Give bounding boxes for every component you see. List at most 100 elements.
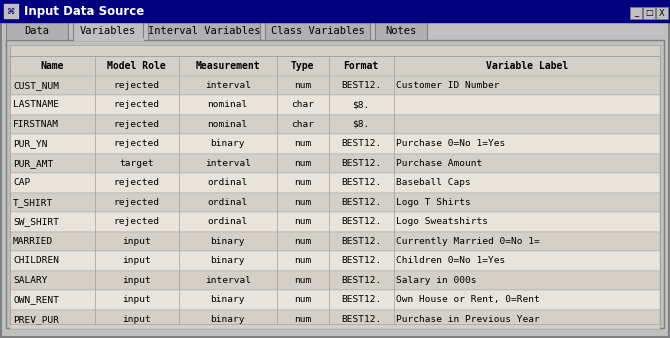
Text: Customer ID Number: Customer ID Number [397, 81, 500, 90]
Text: $8.: $8. [352, 120, 370, 129]
Bar [6, 22, 68, 40]
Text: binary: binary [210, 139, 245, 148]
Text: nominal: nominal [208, 120, 248, 129]
Text: BEST12.: BEST12. [341, 237, 381, 246]
Text: Notes: Notes [385, 26, 417, 36]
Text: □: □ [645, 8, 653, 18]
Text: interval: interval [205, 159, 251, 168]
Text: ordinal: ordinal [208, 198, 248, 207]
Bar [74, 38, 143, 40]
Text: input: input [123, 237, 151, 246]
Bar [4, 4, 18, 18]
Text: PUR_YN: PUR_YN [13, 139, 48, 148]
Text: Type: Type [291, 61, 314, 71]
Text: binary: binary [210, 295, 245, 304]
Text: interval: interval [205, 81, 251, 90]
Bar [375, 22, 427, 40]
Text: rejected: rejected [114, 120, 159, 129]
Bar [10, 270, 660, 290]
Text: input: input [123, 295, 151, 304]
Text: Salary in 000s: Salary in 000s [397, 276, 477, 285]
Text: Data: Data [25, 26, 50, 36]
Text: rejected: rejected [114, 81, 159, 90]
Text: _: _ [634, 8, 638, 18]
Bar [10, 310, 660, 329]
Text: Model Role: Model Role [107, 61, 166, 71]
Text: Purchase in Previous Year: Purchase in Previous Year [397, 315, 540, 324]
Text: num: num [294, 217, 311, 226]
Text: BEST12.: BEST12. [341, 217, 381, 226]
Bar [10, 75, 660, 95]
Text: BEST12.: BEST12. [341, 159, 381, 168]
Text: BEST12.: BEST12. [341, 178, 381, 187]
Text: BEST12.: BEST12. [341, 276, 381, 285]
Text: CAP: CAP [13, 178, 30, 187]
Bar [10, 232, 660, 251]
Bar [10, 95, 660, 115]
Text: char: char [291, 120, 314, 129]
Text: rejected: rejected [114, 178, 159, 187]
Text: Measurement: Measurement [196, 61, 260, 71]
Bar [6, 40, 664, 328]
Bar [73, 22, 143, 40]
Text: BEST12.: BEST12. [341, 256, 381, 265]
Bar [265, 22, 370, 40]
Text: BEST12.: BEST12. [341, 315, 381, 324]
Bar [10, 290, 660, 310]
Text: rejected: rejected [114, 100, 159, 109]
Bar [10, 251, 660, 270]
Text: num: num [294, 198, 311, 207]
Text: CUST_NUM: CUST_NUM [13, 81, 59, 90]
Text: binary: binary [210, 315, 245, 324]
Bar [10, 173, 660, 193]
Text: Purchase 0=No 1=Yes: Purchase 0=No 1=Yes [397, 139, 506, 148]
Bar [10, 56, 660, 75]
Text: num: num [294, 237, 311, 246]
Text: num: num [294, 81, 311, 90]
Text: Currently Married 0=No 1=: Currently Married 0=No 1= [397, 237, 540, 246]
Text: binary: binary [210, 237, 245, 246]
Text: Logo T Shirts: Logo T Shirts [397, 198, 471, 207]
Text: num: num [294, 315, 311, 324]
Text: $8.: $8. [352, 100, 370, 109]
Text: input: input [123, 256, 151, 265]
Text: Name: Name [40, 61, 64, 71]
Text: Input Data Source: Input Data Source [24, 4, 144, 18]
Text: X: X [659, 8, 665, 18]
Bar [643, 7, 655, 19]
Text: Variables: Variables [80, 26, 136, 36]
Text: BEST12.: BEST12. [341, 139, 381, 148]
Text: Baseball Caps: Baseball Caps [397, 178, 471, 187]
Bar [656, 7, 668, 19]
Text: ordinal: ordinal [208, 217, 248, 226]
Text: num: num [294, 139, 311, 148]
Text: rejected: rejected [114, 139, 159, 148]
Text: input: input [123, 315, 151, 324]
Text: Purchase Amount: Purchase Amount [397, 159, 483, 168]
Bar [10, 193, 660, 212]
Text: Logo Sweatshirts: Logo Sweatshirts [397, 217, 488, 226]
Text: num: num [294, 159, 311, 168]
Text: Children 0=No 1=Yes: Children 0=No 1=Yes [397, 256, 506, 265]
Text: SALARY: SALARY [13, 276, 48, 285]
Text: rejected: rejected [114, 198, 159, 207]
Bar [10, 45, 660, 324]
Bar [10, 212, 660, 232]
Bar [148, 22, 260, 40]
Text: num: num [294, 178, 311, 187]
Text: ordinal: ordinal [208, 178, 248, 187]
Text: ⌘: ⌘ [7, 6, 15, 16]
Text: Format: Format [343, 61, 379, 71]
Text: LASTNAME: LASTNAME [13, 100, 59, 109]
Text: PREV_PUR: PREV_PUR [13, 315, 59, 324]
Text: FIRSTNAM: FIRSTNAM [13, 120, 59, 129]
Text: num: num [294, 276, 311, 285]
Bar [630, 7, 642, 19]
Text: target: target [119, 159, 154, 168]
Text: Class Variables: Class Variables [271, 26, 364, 36]
Bar [0, 0, 670, 22]
Text: interval: interval [205, 276, 251, 285]
Bar [10, 153, 660, 173]
Text: SW_SHIRT: SW_SHIRT [13, 217, 59, 226]
Text: binary: binary [210, 256, 245, 265]
